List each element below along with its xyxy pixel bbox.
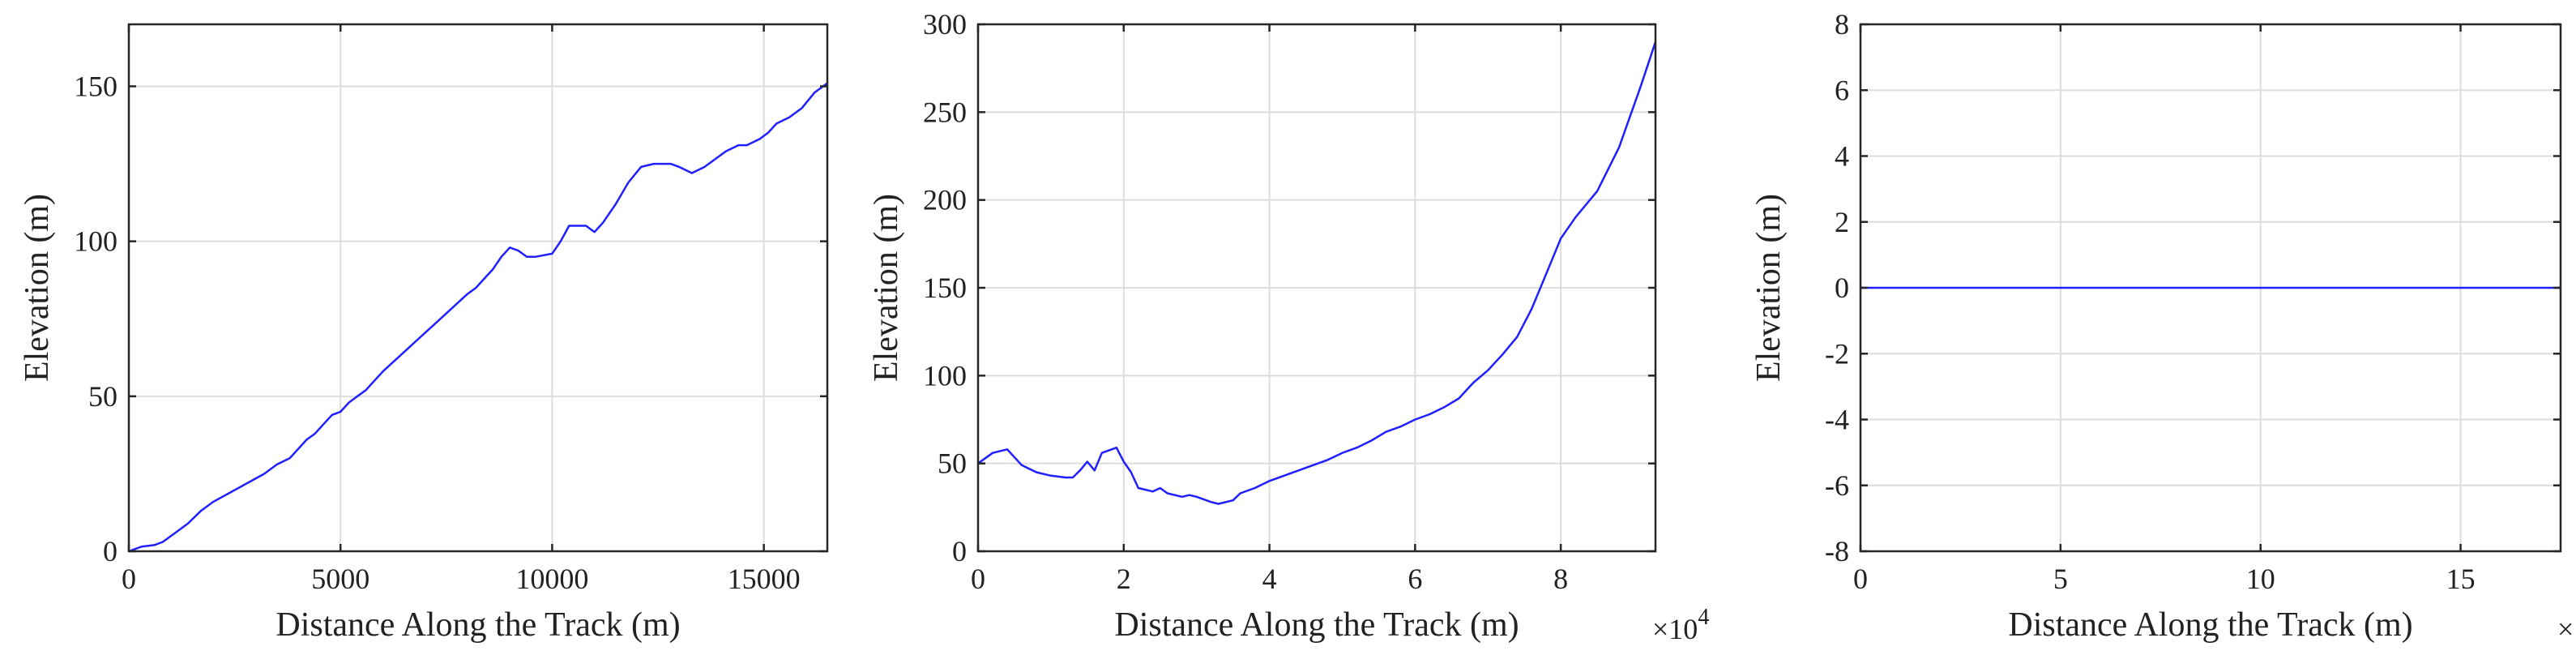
y-tick-label: -2 [1825,337,1849,370]
y-tick-label: -8 [1825,535,1849,567]
y-tick-label: -4 [1825,404,1849,436]
y-tick-label: 2 [1835,206,1849,238]
chart-panel-2: 0 2 4 6 8 0 50 100 150 200 250 300 Distance Along th… [868,8,1709,645]
y-tick-label: 250 [923,96,967,128]
x-tick-label: 2 [1117,563,1131,595]
y-tick-label: 300 [923,8,967,41]
y-tick-label: 200 [923,184,967,216]
y-tick-label: 0 [103,535,117,567]
chart-panel-1: 0 5000 10000 15000 0 50 100 150 Distance Along t… [19,23,829,644]
x-tick-label: 0 [122,563,136,595]
y-tick-label: 8 [1835,8,1849,41]
y-tick-label: 0 [1835,272,1849,304]
x-tick-label: 15000 [728,563,801,595]
series-line [977,41,1657,505]
y-tick-label: 150 [923,272,967,304]
x-axis-label: Distance Along the Track (m) [1114,606,1519,644]
y-tick-label: 0 [952,535,967,567]
y-axis-label: Elevation (m) [868,194,905,382]
x-exponent-label: ×104 [2557,605,2576,645]
x-tick-label: 5000 [311,563,370,595]
x-tick-label: 4 [1262,563,1277,595]
y-axis-label: Elevation (m) [1750,194,1788,382]
x-tick-label: 10 [2246,563,2275,595]
x-axis-label: Distance Along the Track (m) [2008,606,2412,644]
y-tick-label: 100 [923,359,967,392]
x-exponent-base: ×10 [1652,613,1698,645]
y-axis-label: Elevation (m) [19,194,56,382]
x-tick-label: 8 [1553,563,1568,595]
y-tick-label: -6 [1825,469,1849,502]
plot-area [129,24,827,551]
y-tick-label: 100 [74,225,117,258]
axes-frame [127,23,829,553]
y-tick-label: 6 [1835,74,1849,106]
chart-panel-3: 0 5 10 15 -8 -6 -4 -2 0 2 4 6 8 Distance Along the Tr… [1750,8,2576,645]
x-tick-label: 15 [2446,563,2476,595]
x-tick-label: 6 [1408,563,1422,595]
x-exponent-power: 4 [1698,605,1709,630]
series-line [128,82,828,553]
y-tick-label: 4 [1835,140,1849,173]
x-axis-label: Distance Along the Track (m) [276,606,680,644]
x-exponent-label: ×104 [1652,605,1709,645]
x-tick-label: 5 [2053,563,2068,595]
x-tick-label: 0 [1853,563,1868,595]
x-exponent-base: ×10 [2557,613,2576,645]
x-tick-label: 10000 [515,563,588,595]
y-tick-label: 50 [88,380,117,413]
y-tick-label: 150 [74,70,117,102]
y-tick-label: 50 [938,447,967,480]
x-tick-label: 0 [971,563,985,595]
